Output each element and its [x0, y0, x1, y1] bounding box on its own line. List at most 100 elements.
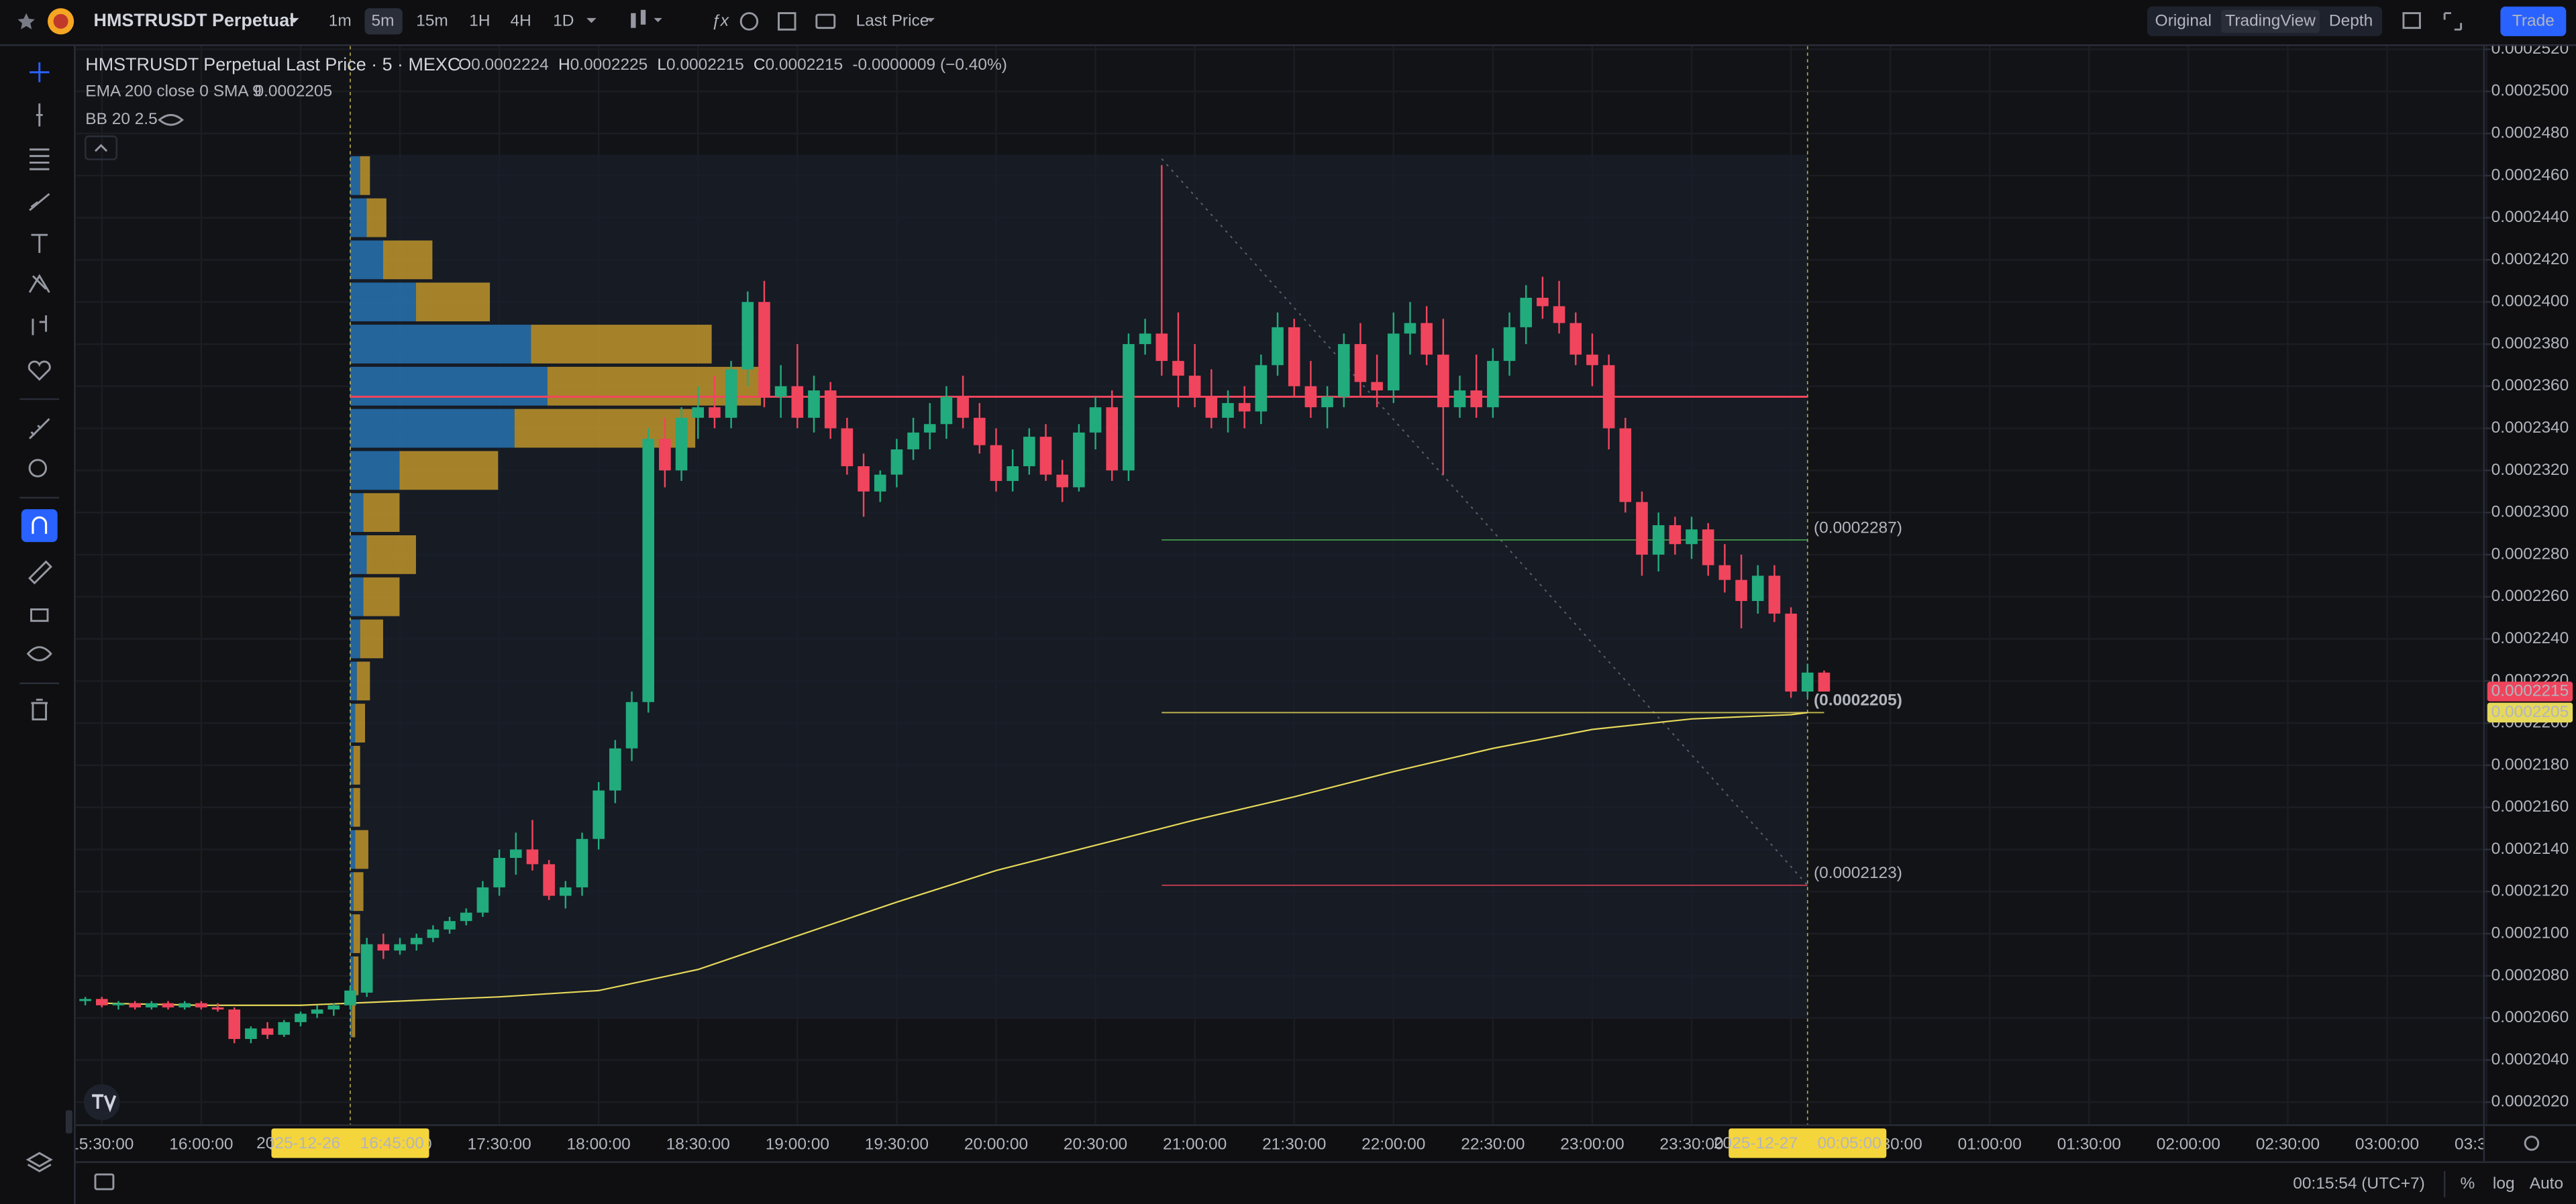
tool-icon[interactable] — [28, 360, 51, 381]
icon[interactable] — [654, 17, 662, 23]
candle-body — [1073, 432, 1085, 488]
tool-icon[interactable] — [32, 315, 48, 335]
icon[interactable]: ƒx — [711, 11, 729, 30]
tool-active[interactable] — [21, 509, 58, 543]
icon[interactable] — [2443, 12, 2463, 31]
y-tick-label: 0.0002440 — [2491, 208, 2569, 226]
settings-icon[interactable] — [2524, 1136, 2540, 1151]
candle-body — [79, 999, 91, 1001]
tool-icon[interactable] — [29, 418, 50, 439]
x-tick-label: 17:30:00 — [467, 1135, 531, 1153]
candle-body — [377, 944, 390, 951]
profile-down — [366, 535, 416, 574]
log-toggle[interactable]: log — [2493, 1174, 2515, 1193]
x-tick-label: 20:00:00 — [964, 1135, 1028, 1153]
tv-logo[interactable] — [83, 1084, 120, 1121]
candle-body — [1039, 437, 1052, 475]
candle-body — [543, 864, 555, 896]
candle-body — [1106, 407, 1119, 471]
screen-icon[interactable] — [94, 1173, 115, 1191]
favorite-star[interactable] — [17, 13, 35, 30]
profile-up — [350, 914, 354, 953]
y-tick-label: 0.0002500 — [2491, 82, 2569, 100]
tool-icon[interactable] — [36, 103, 43, 127]
candle-body — [1537, 297, 1549, 307]
candle-body — [1553, 306, 1565, 323]
symbol-name[interactable]: HMSTRUSDT Perpetual — [94, 10, 295, 30]
icon[interactable] — [631, 13, 636, 28]
interval[interactable]: 1m — [329, 11, 352, 30]
x-tick-label: 03:30:00 — [2455, 1135, 2518, 1153]
view-option[interactable]: TradingView — [2225, 11, 2316, 30]
icon[interactable] — [815, 13, 836, 30]
icon[interactable] — [640, 9, 646, 25]
candle-body — [112, 1003, 125, 1005]
price-source[interactable]: Last Price — [856, 11, 929, 30]
trade-button[interactable] — [2500, 6, 2567, 36]
icon[interactable] — [2402, 12, 2421, 30]
y-tick-label: 0.0002100 — [2491, 924, 2569, 942]
trade-label[interactable]: Trade — [2512, 11, 2555, 30]
y-tick-label: 0.0002180 — [2491, 755, 2569, 773]
candle-body — [1602, 365, 1615, 429]
candle-body — [509, 849, 522, 858]
tool-icon[interactable] — [32, 516, 48, 534]
caret[interactable] — [586, 17, 597, 23]
tool-icon[interactable] — [30, 608, 49, 622]
view-option[interactable]: Depth — [2329, 11, 2373, 30]
candle-body — [758, 302, 770, 397]
candle-body — [1188, 376, 1201, 397]
visibility-icon[interactable] — [158, 113, 185, 126]
profile-down — [363, 493, 400, 533]
candle-body — [444, 921, 456, 930]
candle-body — [1304, 386, 1317, 408]
panel-toggle[interactable] — [65, 1110, 72, 1134]
tool-icon[interactable] — [31, 698, 48, 721]
interval[interactable]: 1D — [553, 11, 574, 30]
candle-body — [360, 944, 373, 993]
interval[interactable]: 4H — [510, 11, 531, 30]
overlay: 0.0002215 0.0002205 2025-12-26 16:45:00 2025… — [256, 681, 2573, 1158]
tool-icon[interactable] — [28, 560, 52, 585]
x-tick-label: 01:00:00 — [1958, 1135, 2022, 1153]
symbol-logo — [53, 13, 68, 29]
tool-icon[interactable] — [28, 274, 50, 293]
ohlc-letter: H — [558, 56, 570, 74]
tool-icon[interactable] — [30, 62, 50, 83]
candle-body — [493, 858, 505, 887]
tool-icon[interactable] — [29, 193, 50, 211]
x-tick-label: 22:30:00 — [1461, 1135, 1525, 1153]
x-tick-label: 16:00:00 — [169, 1135, 233, 1153]
candle-body — [311, 1009, 323, 1014]
tool-icon[interactable] — [28, 459, 48, 478]
caret[interactable] — [926, 17, 935, 23]
y-tick-label: 0.0002360 — [2491, 376, 2569, 394]
legend-title: HMSTRUSDT Perpetual Last Price · 5 · MEX… — [85, 54, 460, 74]
icon[interactable] — [778, 12, 796, 31]
candle-body — [675, 417, 688, 471]
profile-down — [366, 198, 387, 237]
interval[interactable]: 15m — [416, 11, 448, 30]
date-marker-date: 2025-12-26 — [256, 1134, 340, 1152]
layers-icon[interactable] — [25, 1152, 53, 1172]
profile-up — [350, 240, 383, 280]
ema-value: 0.0002205 — [254, 83, 332, 101]
interval[interactable]: 1H — [469, 11, 490, 30]
candle-body — [576, 838, 588, 887]
collapse-icon[interactable] — [94, 144, 108, 152]
y-tick-label: 0.0002080 — [2491, 966, 2569, 984]
percent-toggle[interactable]: % — [2461, 1174, 2475, 1193]
tool-icon[interactable] — [26, 646, 52, 661]
caret[interactable] — [289, 17, 299, 23]
tool-icon[interactable] — [31, 233, 48, 254]
auto-toggle[interactable]: Auto — [2530, 1174, 2563, 1193]
bb-legend: BB 20 2.5 — [85, 110, 157, 128]
interval[interactable]: 5m — [371, 11, 394, 30]
collapse-button[interactable] — [85, 135, 118, 160]
view-option[interactable]: Original — [2155, 11, 2212, 30]
icon[interactable] — [739, 12, 759, 31]
candle-body — [1735, 580, 1747, 601]
tool-icon[interactable] — [30, 148, 50, 170]
tv-logo[interactable] — [92, 1094, 117, 1113]
view-active — [2221, 9, 2320, 33]
